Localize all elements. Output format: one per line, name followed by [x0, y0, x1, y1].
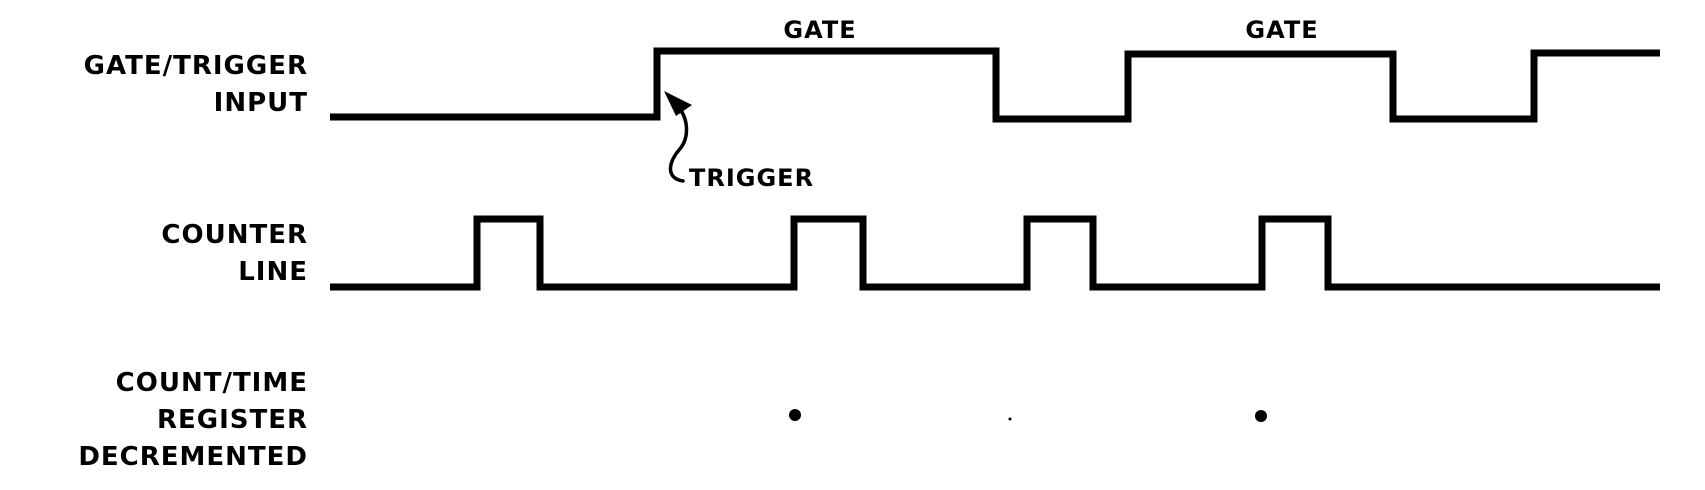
gate-trigger-input-label: GATE/TRIGGER INPUT: [84, 51, 308, 118]
gate-annotation-1: GATE: [783, 16, 856, 44]
trigger-arrowhead-icon: [664, 91, 692, 116]
decrement-marker-dot: [1255, 410, 1267, 422]
gate-trigger-waveform: [330, 47, 1660, 123]
gate-trigger-input-label-line-1: GATE/TRIGGER: [84, 51, 308, 81]
counter-line-label: COUNTER LINE: [161, 220, 308, 287]
count-time-register-label: COUNT/TIME REGISTER DECREMENTED: [78, 368, 308, 472]
trigger-pointer-curve: [668, 102, 689, 183]
trigger-annotation: TRIGGER: [689, 164, 814, 192]
count-time-register-label-line-1: COUNT/TIME: [116, 368, 308, 398]
gate-annotation-2: GATE: [1245, 16, 1318, 44]
decrement-marker-speck: [1008, 417, 1012, 421]
count-time-register-label-line-2: REGISTER: [157, 405, 308, 435]
gate-trigger-input-label-line-2: INPUT: [214, 88, 308, 118]
decrement-marker-dot: [789, 409, 801, 421]
trigger-pointer-icon: [664, 91, 692, 183]
counter-line-label-line-1: COUNTER: [161, 220, 308, 250]
count-time-register-label-line-3: DECREMENTED: [78, 442, 308, 472]
counter-line-waveform: [330, 215, 1660, 291]
decrement-markers: [789, 409, 1267, 422]
counter-line-label-line-2: LINE: [238, 257, 308, 287]
